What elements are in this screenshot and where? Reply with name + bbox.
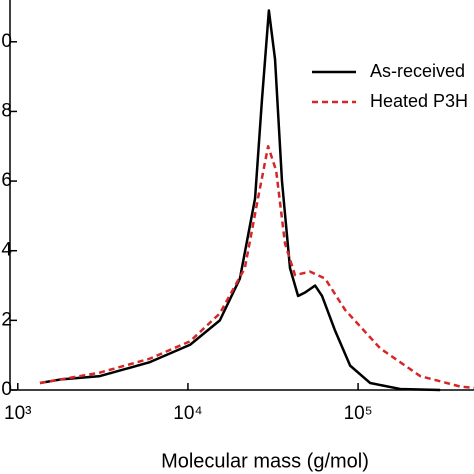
x-tick-label: 10⁵ xyxy=(344,403,373,424)
y-tick-label: 0.2 xyxy=(0,309,12,330)
series-line xyxy=(39,9,441,392)
series-line xyxy=(39,145,474,390)
x-tick-label: 10³ xyxy=(4,403,31,424)
legend-label: As-received xyxy=(370,61,465,81)
y-tick-label: 0.6 xyxy=(0,170,12,191)
y-tick-label: 0.4 xyxy=(0,240,12,261)
y-tick-label: 0.0 xyxy=(0,379,12,400)
y-tick-label: 0.8 xyxy=(0,100,12,121)
x-axis-label: Molecular mass (g/mol) xyxy=(161,450,369,472)
y-tick-label: 1.0 xyxy=(0,31,12,52)
x-tick-label: 10⁴ xyxy=(173,403,202,424)
legend-label: Heated P3H xyxy=(370,91,468,111)
